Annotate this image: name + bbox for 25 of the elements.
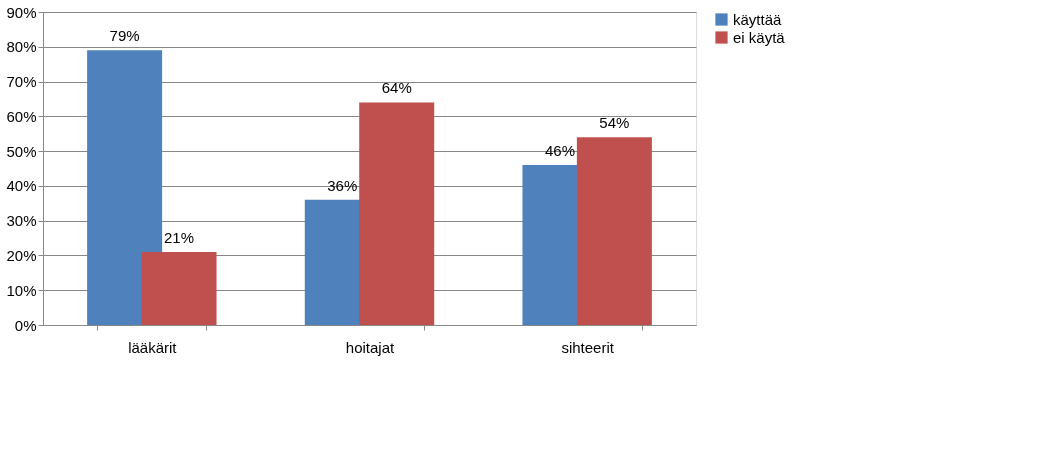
data-label: 79%	[109, 27, 140, 45]
data-label: 36%	[327, 176, 358, 194]
y-tick-label: 20%	[6, 246, 37, 264]
y-tick-label: 0%	[14, 316, 37, 334]
bar	[576, 137, 652, 325]
y-tick-label: 40%	[6, 177, 37, 195]
x-tick-label: lääkärit	[128, 338, 178, 356]
bar	[359, 102, 435, 325]
y-tick-label: 90%	[6, 3, 37, 21]
data-label: 54%	[599, 114, 630, 132]
legend-label: käyttää	[733, 10, 783, 28]
x-tick-label: hoitajat	[345, 338, 396, 356]
y-tick-label: 80%	[6, 38, 37, 56]
y-tick-label: 50%	[6, 142, 37, 160]
y-tick-label: 60%	[6, 107, 37, 125]
data-label: 46%	[544, 142, 575, 160]
y-tick-label: 10%	[6, 281, 37, 299]
bar	[141, 251, 217, 325]
y-tick-label: 70%	[6, 73, 37, 91]
x-tick-label: sihteerit	[561, 338, 615, 356]
y-tick-label: 30%	[6, 212, 37, 230]
legend-label: ei käytä	[733, 28, 786, 46]
data-label: 64%	[381, 79, 412, 97]
bar	[87, 50, 163, 325]
data-label: 21%	[164, 228, 195, 246]
